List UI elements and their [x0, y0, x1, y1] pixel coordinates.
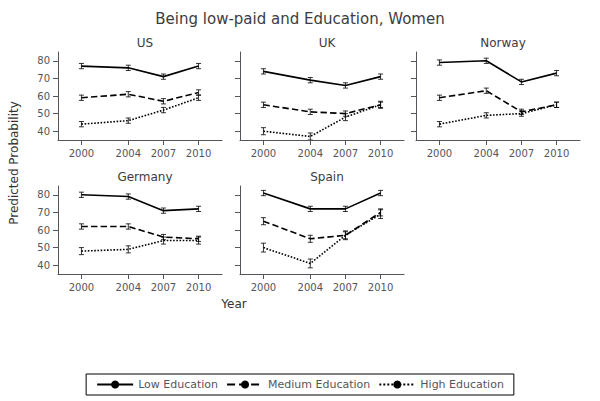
svg-text:40: 40	[37, 260, 50, 271]
svg-text:2004: 2004	[116, 148, 141, 159]
svg-text:2007: 2007	[333, 148, 358, 159]
svg-text:80: 80	[37, 55, 50, 66]
svg-text:Germany: Germany	[117, 170, 172, 184]
svg-text:Norway: Norway	[480, 36, 526, 50]
svg-text:2007: 2007	[333, 282, 358, 293]
svg-text:2000: 2000	[427, 148, 452, 159]
svg-text:Medium Education: Medium Education	[268, 378, 370, 391]
svg-text:50: 50	[37, 242, 50, 253]
svg-text:2007: 2007	[509, 148, 534, 159]
svg-text:50: 50	[37, 108, 50, 119]
svg-text:2010: 2010	[186, 148, 211, 159]
svg-text:2000: 2000	[251, 282, 276, 293]
svg-text:Low Education: Low Education	[138, 378, 218, 391]
svg-text:UK: UK	[319, 36, 337, 50]
svg-text:70: 70	[37, 73, 50, 84]
svg-text:60: 60	[37, 91, 50, 102]
svg-text:Year: Year	[220, 297, 246, 311]
svg-text:2004: 2004	[116, 282, 141, 293]
svg-text:2010: 2010	[368, 148, 393, 159]
svg-text:2010: 2010	[544, 148, 569, 159]
svg-text:US: US	[137, 36, 153, 50]
svg-text:2000: 2000	[69, 148, 94, 159]
svg-text:2004: 2004	[298, 282, 323, 293]
svg-text:2007: 2007	[151, 282, 176, 293]
svg-text:Spain: Spain	[310, 170, 344, 184]
svg-text:Being low-paid and Education,: Being low-paid and Education, Women	[155, 10, 444, 28]
svg-text:Predicted Probability: Predicted Probability	[7, 101, 21, 225]
svg-text:70: 70	[37, 207, 50, 218]
svg-text:2010: 2010	[368, 282, 393, 293]
svg-text:2004: 2004	[298, 148, 323, 159]
svg-text:2007: 2007	[151, 148, 176, 159]
svg-text:High Education: High Education	[420, 378, 504, 391]
svg-text:2000: 2000	[251, 148, 276, 159]
svg-text:80: 80	[37, 189, 50, 200]
svg-text:2004: 2004	[474, 148, 499, 159]
svg-text:40: 40	[37, 126, 50, 137]
svg-text:2010: 2010	[186, 282, 211, 293]
svg-text:60: 60	[37, 225, 50, 236]
svg-text:2000: 2000	[69, 282, 94, 293]
